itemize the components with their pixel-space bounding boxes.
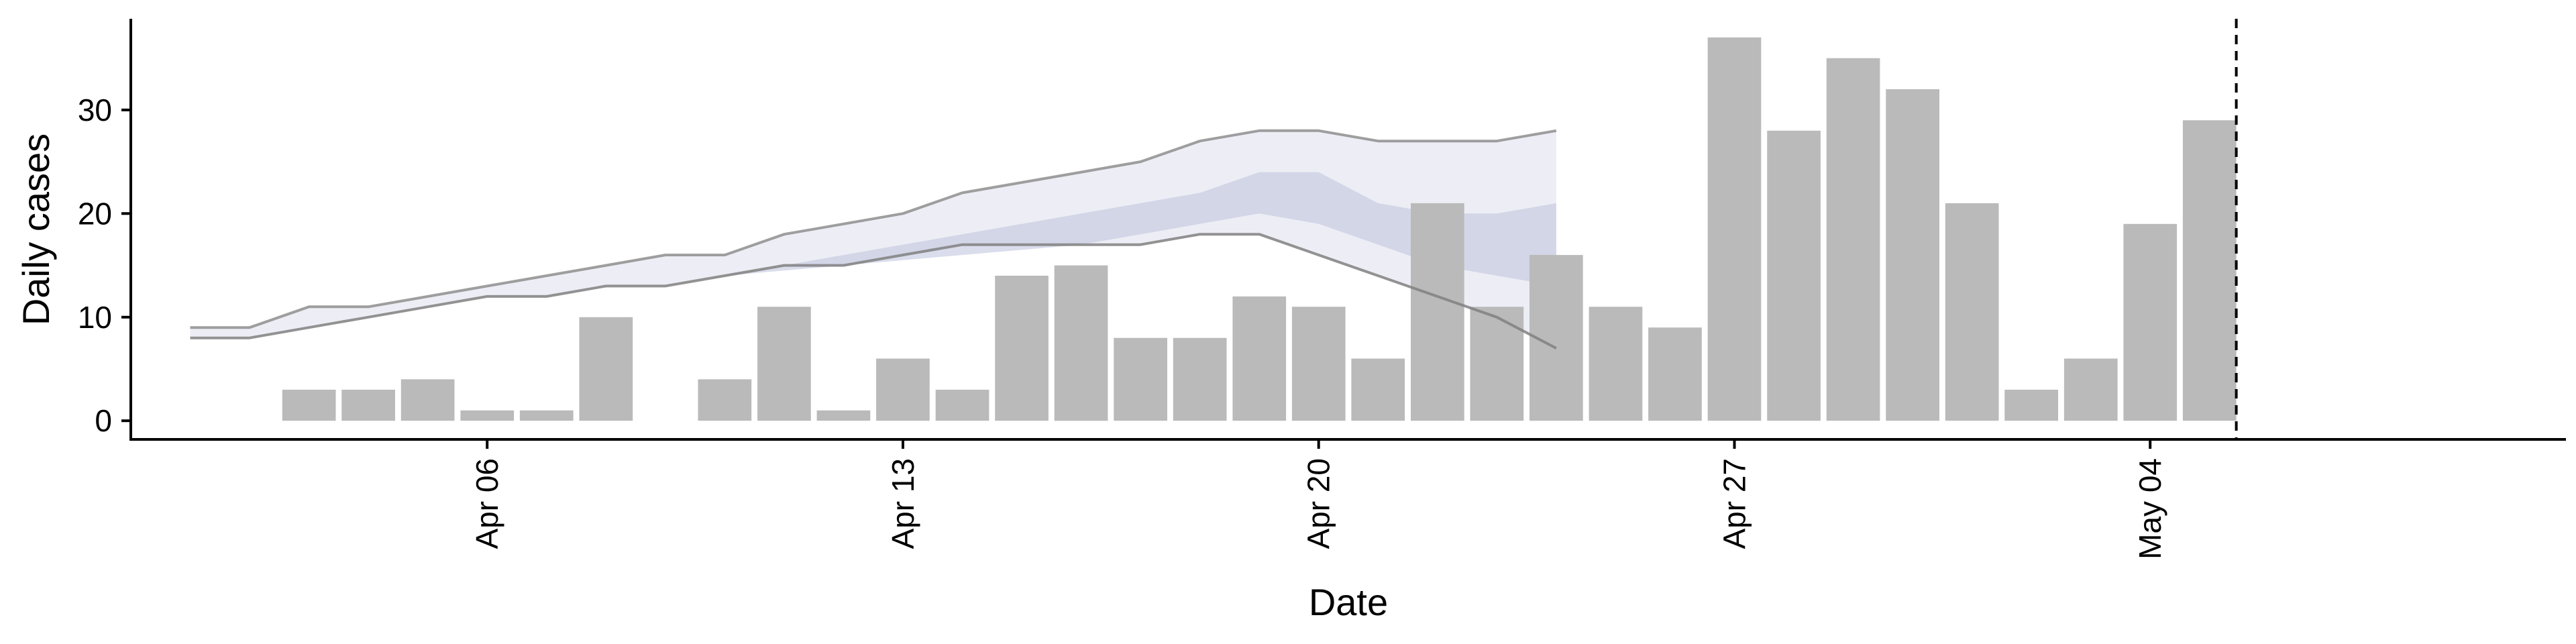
- inner-interval-band: [606, 172, 1556, 286]
- x-tick-label: Apr 06: [470, 458, 504, 549]
- outer-band-upper-line: [190, 129, 1557, 329]
- bar-2020-04-26: [1648, 327, 1702, 421]
- bar-2020-04-30: [1886, 89, 1939, 421]
- bar-2020-04-28: [1767, 130, 1821, 421]
- bar-2020-04-10: [698, 379, 752, 421]
- bar-2020-05-05: [2182, 120, 2237, 421]
- x-tick-label: Apr 13: [885, 458, 920, 549]
- band-lines-layer: [190, 129, 1557, 350]
- x-ticks: Apr 06 Apr 13 Apr 20 Apr 27 May 04: [470, 439, 2167, 559]
- y-axis-title: Daily cases: [15, 133, 57, 325]
- bar-2020-04-08: [579, 317, 633, 421]
- bar-2020-04-03: [282, 389, 336, 421]
- bar-2020-04-22: [1411, 203, 1464, 421]
- y-ticks: 0 10 20 30: [78, 93, 131, 438]
- bar-2020-04-13: [876, 358, 930, 421]
- bar-2020-04-25: [1589, 307, 1643, 421]
- bar-2020-04-16: [1054, 265, 1108, 421]
- bar-2020-04-18: [1173, 337, 1227, 421]
- bar-2020-04-29: [1826, 58, 1880, 421]
- bar-2020-04-06: [460, 410, 515, 421]
- bar-2020-04-14: [935, 389, 989, 421]
- y-tick-label: 20: [78, 196, 112, 231]
- bar-2020-04-27: [1707, 37, 1762, 421]
- y-tick-label: 10: [78, 300, 112, 335]
- bar-2020-04-21: [1351, 358, 1405, 421]
- bands-layer: [190, 130, 1556, 349]
- bar-2020-05-01: [1945, 203, 1999, 421]
- bar-2020-04-15: [995, 276, 1049, 421]
- bar-2020-04-19: [1232, 296, 1287, 421]
- bar-2020-04-23: [1470, 307, 1524, 421]
- bar-2020-05-02: [2004, 389, 2058, 421]
- bar-2020-04-05: [400, 379, 455, 421]
- outer-band-lower-line: [190, 233, 1557, 350]
- bar-2020-04-17: [1114, 337, 1167, 421]
- bar-2020-04-20: [1291, 307, 1346, 421]
- bars-layer: [282, 37, 2237, 421]
- bar-2020-05-03: [2063, 358, 2118, 421]
- bar-2020-04-12: [816, 410, 871, 421]
- x-tick-label: Apr 27: [1717, 458, 1752, 549]
- y-tick-label: 0: [95, 403, 112, 438]
- bar-2020-05-04: [2123, 223, 2178, 421]
- bar-2020-04-04: [341, 389, 395, 421]
- bar-2020-04-11: [757, 307, 811, 421]
- bar-2020-04-07: [519, 410, 574, 421]
- x-axis-title: Date: [1309, 581, 1388, 623]
- x-tick-label: May 04: [2133, 458, 2167, 559]
- outer-interval-band: [190, 130, 1556, 349]
- y-tick-label: 30: [78, 93, 112, 127]
- x-tick-label: Apr 20: [1301, 458, 1336, 549]
